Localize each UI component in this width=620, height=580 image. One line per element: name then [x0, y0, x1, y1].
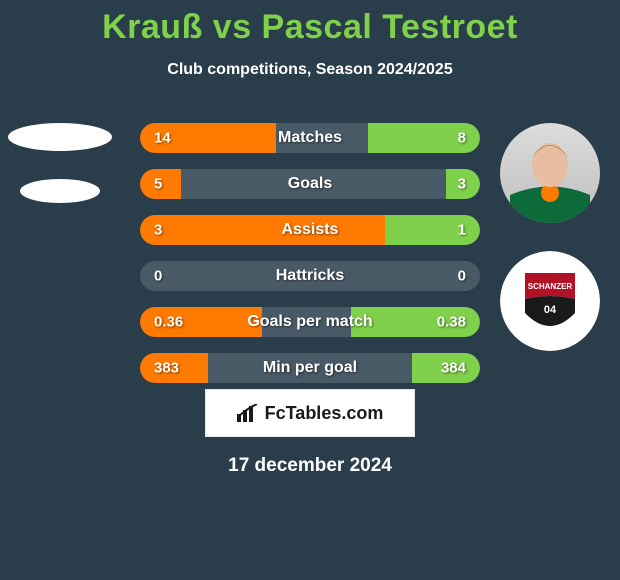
stat-row: 0.360.38Goals per match: [140, 307, 480, 337]
stat-row: 0 0Hattricks: [140, 261, 480, 291]
club-badge-icon: SCHANZER 04: [500, 251, 600, 351]
stat-value-right: 8: [458, 130, 466, 147]
page-title: Krauß vs Pascal Testroet: [0, 0, 620, 47]
stat-value-right: 1: [458, 222, 466, 239]
left-player-placeholder-1: [8, 123, 112, 151]
left-club-placeholder: [20, 179, 100, 203]
stat-value-left: 0.36: [154, 314, 183, 331]
svg-text:SCHANZER: SCHANZER: [528, 282, 573, 291]
stat-row: 31Assists: [140, 215, 480, 245]
stat-value-right: 384: [441, 360, 466, 377]
stat-value-left: 383: [154, 360, 179, 377]
footer-date: 17 december 2024: [0, 455, 620, 477]
left-player-column: [8, 123, 112, 203]
right-player-photo: [500, 123, 600, 223]
stat-value-left: 3: [154, 222, 162, 239]
right-player-column: SCHANZER 04: [490, 123, 610, 351]
stat-value-right: 3: [458, 176, 466, 193]
comparison-infographic: Krauß vs Pascal Testroet Club competitio…: [0, 0, 620, 580]
stat-value-left: 0: [154, 268, 162, 285]
stat-value-right: 0.38: [437, 314, 466, 331]
right-club-badge: SCHANZER 04: [500, 251, 600, 351]
player-silhouette-icon: [500, 123, 600, 223]
stat-row: 5 3Goals: [140, 169, 480, 199]
stat-bar-left: [140, 215, 385, 245]
stat-value-right: 0: [458, 268, 466, 285]
subtitle: Club competitions, Season 2024/2025: [0, 61, 620, 79]
stat-row: 148Matches: [140, 123, 480, 153]
brand-text: FcTables.com: [265, 403, 384, 424]
stat-label: Goals: [140, 175, 480, 193]
stat-value-left: 14: [154, 130, 171, 147]
svg-text:04: 04: [544, 304, 557, 316]
stat-row: 383384Min per goal: [140, 353, 480, 383]
comparison-bars: 148Matches53Goals31Assists00Hattricks0.3…: [140, 123, 480, 399]
brand-chart-icon: [237, 404, 259, 422]
content-area: SCHANZER 04 148Matches53Goals31Assists00…: [0, 119, 620, 379]
stat-label: Hattricks: [140, 267, 480, 285]
stat-value-left: 5: [154, 176, 162, 193]
